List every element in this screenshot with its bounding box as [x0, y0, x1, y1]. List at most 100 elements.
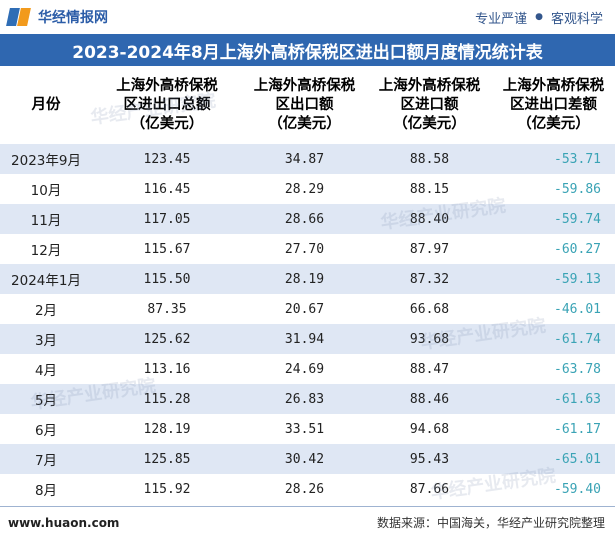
column-header-line: （亿美元）: [517, 115, 590, 132]
slogan-left: 专业严谨: [475, 11, 528, 27]
balance-cell: -65.01: [492, 444, 615, 474]
column-header-month: 月份: [0, 66, 92, 144]
balance-cell: -59.74: [492, 204, 615, 234]
value-cell: 31.94: [242, 324, 367, 354]
table-title: 2023-2024年8月上海外高桥保税区进出口额月度情况统计表: [0, 34, 615, 66]
column-header-4: 上海外高桥保税 区进出口差额 （亿美元）: [492, 66, 615, 144]
value-cell: 87.66: [367, 474, 492, 504]
value-cell: 33.51: [242, 414, 367, 444]
balance-cell: -59.86: [492, 174, 615, 204]
month-cell: 4月: [0, 354, 92, 384]
value-cell: 115.67: [92, 234, 242, 264]
value-cell: 128.19: [92, 414, 242, 444]
month-cell: 2月: [0, 294, 92, 324]
balance-cell: -61.17: [492, 414, 615, 444]
value-cell: 30.42: [242, 444, 367, 474]
month-cell: 12月: [0, 234, 92, 264]
value-cell: 88.40: [367, 204, 492, 234]
value-cell: 88.58: [367, 144, 492, 174]
slogan: 专业严谨 ● 客观科学: [475, 8, 603, 27]
table-row: 7月 125.85 30.42 95.43 -65.01: [0, 444, 615, 474]
brand-name: 华经情报网: [38, 10, 108, 26]
value-cell: 27.70: [242, 234, 367, 264]
month-cell: 2024年1月: [0, 264, 92, 294]
value-cell: 24.69: [242, 354, 367, 384]
balance-cell: -60.27: [492, 234, 615, 264]
value-cell: 115.92: [92, 474, 242, 504]
column-header-line: 月份: [31, 96, 61, 113]
column-header-line: （亿美元）: [393, 115, 466, 132]
month-cell: 11月: [0, 204, 92, 234]
value-cell: 115.28: [92, 384, 242, 414]
value-cell: 28.66: [242, 204, 367, 234]
value-cell: 20.67: [242, 294, 367, 324]
table-row: 8月 115.92 28.26 87.66 -59.40: [0, 474, 615, 504]
value-cell: 34.87: [242, 144, 367, 174]
balance-cell: -53.71: [492, 144, 615, 174]
balance-cell: -59.13: [492, 264, 615, 294]
column-header-line: 上海外高桥保税: [502, 77, 605, 94]
value-cell: 123.45: [92, 144, 242, 174]
table-header-row: 月份 上海外高桥保税 区进出口总额 （亿美元） 上海外高桥保税 区出口额 （亿美元） 上海外高…: [0, 66, 615, 144]
bullet-dot-icon: ●: [535, 12, 543, 22]
column-header-line: 区进出口总额: [123, 96, 211, 113]
balance-cell: -46.01: [492, 294, 615, 324]
footer: www.huaon.com 数据来源：中国海关，华经产业研究院整理: [0, 506, 615, 538]
month-cell: 10月: [0, 174, 92, 204]
value-cell: 66.68: [367, 294, 492, 324]
value-cell: 87.35: [92, 294, 242, 324]
table-row: 2024年1月 115.50 28.19 87.32 -59.13: [0, 264, 615, 294]
month-cell: 5月: [0, 384, 92, 414]
column-header-line: 区进口额: [400, 96, 459, 113]
value-cell: 87.32: [367, 264, 492, 294]
column-header-1: 上海外高桥保税 区进出口总额 （亿美元）: [92, 66, 242, 144]
table-row: 10月 116.45 28.29 88.15 -59.86: [0, 174, 615, 204]
top-bar: 华经情报网 专业严谨 ● 客观科学: [0, 0, 615, 34]
value-cell: 87.97: [367, 234, 492, 264]
column-header-line: 上海外高桥保税: [116, 77, 218, 94]
huajing-logo-icon: [6, 6, 31, 28]
value-cell: 88.47: [367, 354, 492, 384]
table-body: 2023年9月 123.45 34.87 88.58 -53.71 10月 116.45 28…: [0, 144, 615, 504]
value-cell: 26.83: [242, 384, 367, 414]
data-table: 月份 上海外高桥保税 区进出口总额 （亿美元） 上海外高桥保税 区出口额 （亿美元） 上海外高…: [0, 66, 615, 504]
value-cell: 28.19: [242, 264, 367, 294]
value-cell: 113.16: [92, 354, 242, 384]
column-header-line: 上海外高桥保税: [253, 77, 356, 94]
balance-cell: -61.63: [492, 384, 615, 414]
value-cell: 125.85: [92, 444, 242, 474]
table-row: 12月 115.67 27.70 87.97 -60.27: [0, 234, 615, 264]
value-cell: 28.29: [242, 174, 367, 204]
column-header-line: 区出口额: [275, 96, 334, 113]
value-cell: 28.26: [242, 474, 367, 504]
column-header-2: 上海外高桥保税 区出口额 （亿美元）: [242, 66, 367, 144]
table-row: 4月 113.16 24.69 88.47 -63.78: [0, 354, 615, 384]
table-row: 11月 117.05 28.66 88.40 -59.74: [0, 204, 615, 234]
month-cell: 2023年9月: [0, 144, 92, 174]
value-cell: 88.46: [367, 384, 492, 414]
column-header-3: 上海外高桥保税 区进口额 （亿美元）: [367, 66, 492, 144]
brand[interactable]: 华经情报网: [6, 6, 108, 28]
value-cell: 117.05: [92, 204, 242, 234]
balance-cell: -63.78: [492, 354, 615, 384]
column-header-line: 区进出口差额: [510, 96, 597, 113]
site-url[interactable]: www.huaon.com: [8, 515, 120, 530]
value-cell: 95.43: [367, 444, 492, 474]
balance-cell: -59.40: [492, 474, 615, 504]
value-cell: 125.62: [92, 324, 242, 354]
data-source: 数据来源：中国海关，华经产业研究院整理: [376, 516, 605, 530]
month-cell: 3月: [0, 324, 92, 354]
value-cell: 116.45: [92, 174, 242, 204]
month-cell: 7月: [0, 444, 92, 474]
value-cell: 94.68: [367, 414, 492, 444]
table-row: 6月 128.19 33.51 94.68 -61.17: [0, 414, 615, 444]
column-header-line: （亿美元）: [130, 115, 204, 132]
month-cell: 8月: [0, 474, 92, 504]
value-cell: 88.15: [367, 174, 492, 204]
value-cell: 93.68: [367, 324, 492, 354]
slogan-right: 客观科学: [550, 11, 603, 27]
column-header-line: 上海外高桥保税: [378, 77, 481, 94]
column-header-line: （亿美元）: [268, 115, 341, 132]
balance-cell: -61.74: [492, 324, 615, 354]
value-cell: 115.50: [92, 264, 242, 294]
